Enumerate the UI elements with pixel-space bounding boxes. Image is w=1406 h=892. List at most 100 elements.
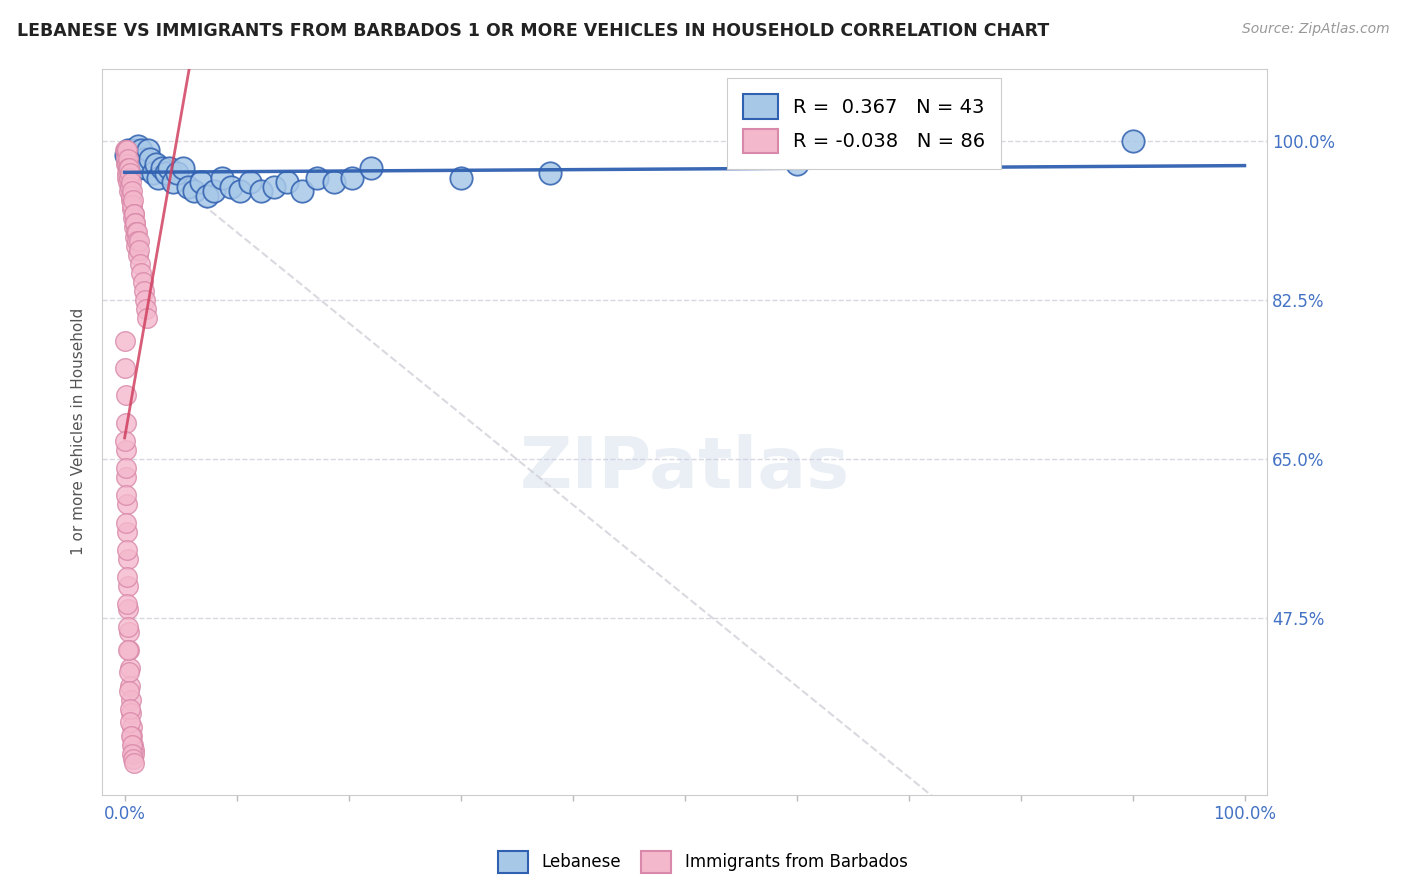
Point (122, 143, 145, 157)
Point (117, 161, 139, 176)
Point (229, 184, 252, 198)
Point (115, 524, 138, 539)
Point (155, 166, 177, 180)
Point (125, 225, 148, 239)
Point (131, 143, 153, 157)
Point (114, 148, 136, 162)
Point (120, 175, 142, 189)
Point (117, 579, 139, 593)
Point (211, 170, 233, 185)
Point (276, 175, 298, 189)
Point (142, 166, 165, 180)
Point (148, 170, 170, 185)
Point (120, 706, 142, 721)
Point (125, 153, 148, 167)
Point (127, 234, 149, 248)
Point (122, 193, 145, 207)
Point (145, 157, 167, 171)
Point (263, 179, 285, 194)
Point (117, 602, 139, 616)
Point (122, 207, 145, 221)
Point (115, 166, 138, 180)
Point (114, 143, 136, 157)
Point (132, 284, 155, 298)
Point (121, 747, 143, 762)
Point (115, 470, 138, 484)
Point (115, 516, 138, 530)
Point (177, 179, 200, 194)
Text: Source: ZipAtlas.com: Source: ZipAtlas.com (1241, 22, 1389, 37)
Legend: Lebanese, Immigrants from Barbados: Lebanese, Immigrants from Barbados (492, 845, 914, 880)
Point (114, 388, 136, 402)
Point (118, 642, 141, 657)
Point (127, 138, 149, 153)
Point (135, 161, 157, 176)
Point (157, 161, 180, 176)
Point (124, 216, 146, 230)
Point (118, 661, 141, 675)
Point (340, 170, 363, 185)
Point (122, 747, 145, 762)
Y-axis label: 1 or more Vehicles in Household: 1 or more Vehicles in Household (72, 308, 86, 556)
Legend: R =  0.367   N = 43, R = -0.038   N = 86: R = 0.367 N = 43, R = -0.038 N = 86 (727, 78, 1001, 169)
Point (114, 157, 136, 171)
Point (121, 202, 143, 217)
Point (120, 188, 142, 202)
Point (115, 570, 138, 584)
Point (120, 715, 142, 730)
Point (134, 293, 156, 307)
Point (114, 334, 136, 348)
Point (538, 166, 561, 180)
Point (121, 738, 143, 752)
Point (121, 211, 143, 226)
Point (115, 153, 138, 167)
Point (114, 461, 136, 475)
Point (190, 175, 212, 189)
Point (120, 729, 142, 743)
Point (132, 153, 155, 167)
Point (136, 311, 159, 326)
Point (120, 679, 142, 693)
Point (115, 542, 138, 557)
Point (118, 170, 141, 185)
Point (117, 642, 139, 657)
Point (115, 143, 138, 157)
Point (117, 620, 139, 634)
Point (117, 170, 139, 185)
Point (172, 161, 194, 176)
Point (122, 742, 145, 756)
Point (128, 161, 150, 176)
Point (128, 234, 150, 248)
Point (125, 238, 148, 252)
Point (120, 692, 142, 706)
Point (117, 175, 139, 189)
Point (239, 175, 262, 189)
Point (166, 166, 188, 180)
Point (250, 184, 273, 198)
Point (450, 170, 472, 185)
Point (115, 157, 138, 171)
Point (122, 756, 145, 771)
Point (118, 166, 141, 180)
Point (117, 598, 139, 612)
Point (786, 157, 808, 171)
Point (115, 498, 138, 512)
Point (121, 157, 143, 171)
Point (117, 552, 139, 566)
Point (114, 361, 136, 376)
Point (122, 207, 145, 221)
Text: LEBANESE VS IMMIGRANTS FROM BARBADOS 1 OR MORE VEHICLES IN HOUSEHOLD CORRELATION: LEBANESE VS IMMIGRANTS FROM BARBADOS 1 O… (17, 22, 1049, 40)
Point (118, 665, 141, 680)
Point (120, 193, 142, 207)
Point (117, 143, 139, 157)
Point (135, 302, 157, 317)
Point (127, 248, 149, 262)
Point (118, 184, 141, 198)
Point (120, 179, 142, 194)
Point (129, 257, 152, 271)
Point (150, 161, 173, 176)
Point (124, 229, 146, 244)
Point (128, 243, 150, 257)
Point (121, 729, 143, 743)
Point (117, 153, 139, 167)
